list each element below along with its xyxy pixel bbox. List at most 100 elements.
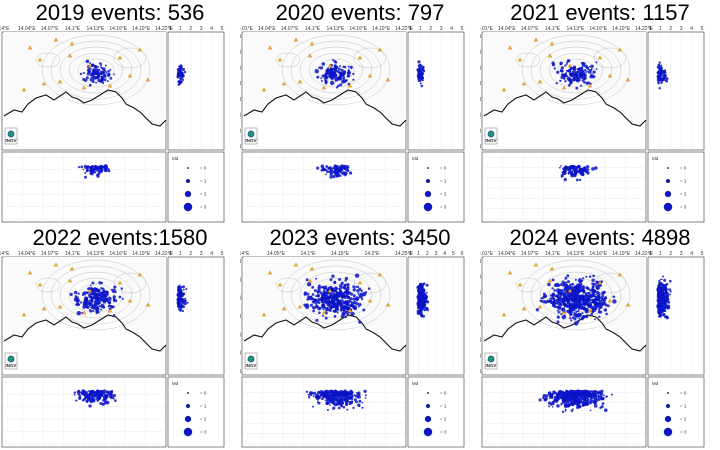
event-marker: [107, 169, 111, 173]
event-marker: [334, 297, 337, 301]
event-marker: [325, 309, 328, 312]
event-marker: [577, 312, 582, 318]
event-marker: [80, 165, 84, 169]
event-marker: [564, 299, 568, 302]
event-marker: [594, 394, 598, 398]
event-marker: [79, 301, 83, 304]
legend-symbol: [663, 202, 673, 212]
event-marker: [581, 79, 584, 82]
latitude-label: 40.765°N: [480, 144, 481, 150]
event-marker: [186, 301, 189, 304]
station-triangle: [517, 282, 523, 287]
event-marker: [358, 296, 361, 299]
event-marker: [419, 79, 422, 82]
event-marker: [662, 306, 667, 310]
event-marker: [657, 82, 660, 85]
depth-scale-label: 1: [659, 251, 662, 257]
event-marker: [353, 394, 356, 397]
event-marker: [325, 173, 327, 176]
event-marker: [329, 404, 331, 407]
event-marker: [417, 60, 421, 64]
event-marker: [606, 395, 608, 398]
event-marker: [563, 177, 567, 182]
event-marker: [314, 69, 319, 74]
event-marker: [566, 59, 570, 63]
event-marker: [610, 393, 613, 396]
event-marker: [595, 61, 598, 64]
event-marker: [324, 73, 328, 77]
event-marker: [316, 397, 320, 401]
event-marker: [316, 401, 319, 403]
event-marker: [329, 278, 333, 282]
event-marker: [326, 295, 331, 300]
event-marker: [87, 68, 90, 71]
legend-label: = 3: [200, 430, 207, 435]
event-marker: [103, 399, 107, 404]
station-triangle: [53, 37, 59, 42]
event-marker: [601, 301, 605, 305]
event-marker: [320, 168, 324, 172]
event-marker: [338, 278, 342, 281]
station-triangle: [537, 79, 543, 84]
event-marker: [557, 288, 560, 291]
logo-text: INGV: [5, 363, 16, 368]
event-marker: [315, 277, 318, 280]
event-marker: [312, 395, 315, 398]
legend-label: = 1: [680, 179, 687, 184]
longitude-label: 14.16°E: [109, 251, 128, 257]
event-marker: [540, 299, 544, 303]
event-marker: [177, 291, 181, 294]
event-marker: [331, 77, 334, 80]
station-triangle: [617, 272, 623, 277]
event-marker: [320, 393, 323, 397]
topographic-contour: [59, 271, 133, 319]
topographic-contour: [50, 40, 142, 100]
event-marker: [333, 67, 337, 72]
event-marker: [341, 72, 345, 76]
map-view: 14.01°E 14.04°E 14.07°E 14.1°E 14.13°E 14.16°…: [480, 251, 654, 376]
station-triangle: [277, 57, 283, 62]
event-marker: [564, 276, 568, 280]
event-marker: [657, 298, 661, 301]
profile-frame: [167, 256, 225, 376]
event-marker: [180, 308, 183, 311]
event-marker: [177, 285, 181, 288]
event-marker: [349, 65, 353, 69]
event-marker: [335, 86, 339, 89]
event-marker: [587, 81, 591, 84]
event-marker: [556, 320, 560, 324]
legend-symbol: [427, 167, 429, 169]
event-marker: [601, 402, 605, 405]
event-marker: [341, 298, 344, 301]
longitude-label: 14.22°E: [155, 26, 174, 32]
event-marker: [335, 167, 337, 170]
legend-symbol: [184, 190, 192, 198]
event-marker: [89, 77, 95, 82]
longitude-label: 14.04°E: [498, 251, 517, 257]
depth-scale-label: 0: [649, 251, 652, 257]
event-marker: [557, 299, 561, 304]
topographic-contour: [299, 271, 373, 319]
logo-globe: [7, 130, 15, 138]
event-marker: [660, 278, 663, 281]
event-marker: [591, 282, 594, 286]
event-marker: [95, 75, 99, 79]
event-marker: [362, 308, 366, 312]
event-marker: [417, 301, 420, 304]
event-marker: [330, 294, 333, 297]
event-marker: [107, 305, 110, 308]
event-marker: [321, 74, 325, 78]
event-marker: [612, 295, 616, 299]
event-marker: [583, 302, 586, 306]
event-marker: [578, 178, 582, 182]
event-marker: [612, 299, 617, 304]
panel-2022: 2022 events:1580 14°E 14.04°E 14.07°E 14.1°…: [0, 225, 240, 450]
event-marker: [564, 281, 568, 284]
event-marker: [104, 70, 107, 73]
logo-text: INGV: [485, 363, 496, 368]
event-marker: [322, 301, 325, 304]
topographic-contour: [41, 259, 151, 331]
legend-label: = 0: [200, 391, 207, 396]
depth-scale-label: 2: [669, 251, 672, 257]
event-marker: [595, 280, 599, 285]
